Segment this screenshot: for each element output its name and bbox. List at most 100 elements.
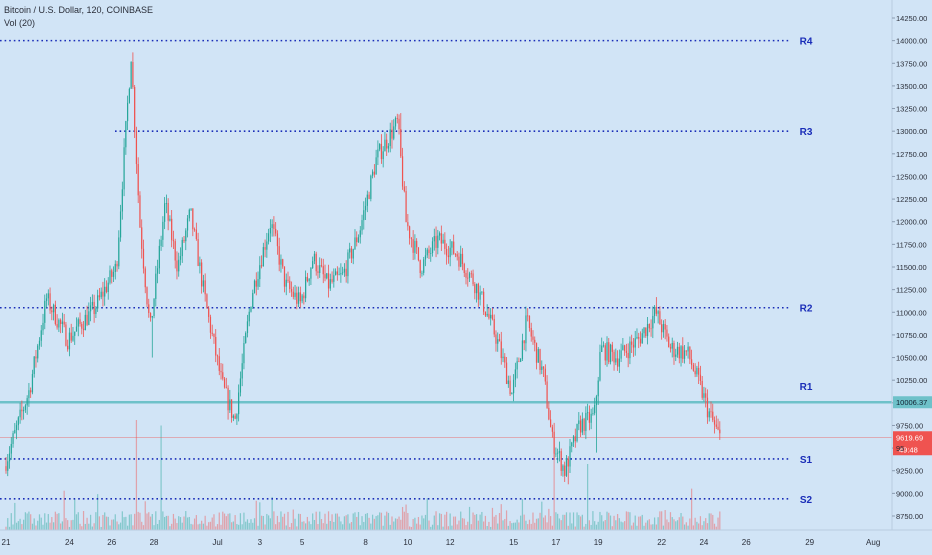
volume-bar	[410, 526, 412, 530]
volume-bar	[162, 511, 164, 530]
volume-bar	[197, 524, 199, 530]
candle-body	[446, 248, 448, 256]
candle-body	[248, 311, 250, 322]
last-price-tag	[893, 431, 932, 456]
volume-bar	[186, 517, 189, 530]
candle-body	[67, 345, 69, 350]
candle-body	[319, 265, 321, 273]
candle-body	[172, 240, 175, 242]
candle-body	[236, 414, 238, 419]
volume-bar	[564, 514, 566, 530]
volume-bar	[602, 521, 605, 530]
candle-body	[26, 398, 28, 406]
volume-bar	[692, 525, 694, 530]
candle-body	[371, 171, 374, 176]
candle-body	[398, 118, 400, 130]
volume-bar	[491, 507, 494, 530]
candle-body	[98, 295, 101, 298]
volume-bar	[271, 496, 273, 530]
volume-bar	[632, 522, 635, 530]
volume-bar	[331, 514, 333, 530]
volume-bar	[682, 516, 684, 530]
candle-body	[151, 315, 153, 318]
candle-body	[146, 287, 148, 305]
candle-body	[72, 335, 74, 341]
candle-body	[440, 233, 442, 244]
pivot-price-tag	[893, 396, 932, 409]
volume-bar	[698, 523, 700, 530]
price-tick-label: 13000.00	[896, 127, 927, 136]
price-axis[interactable]: 8750.009000.009250.009500.009750.0010000…	[891, 0, 932, 550]
candle-body	[148, 304, 150, 313]
volume-bar	[141, 521, 143, 530]
time-axis[interactable]: 21 24 26 28 Jul 3 5 8 10 12 15 17 19 22 24 26 29 Aug	[0, 529, 932, 547]
candle-body	[622, 345, 624, 351]
volume-bar	[431, 524, 434, 530]
candle-body	[77, 319, 79, 327]
volume-bar	[631, 525, 633, 530]
time-tick-label: Jul	[212, 538, 222, 547]
candle-body	[8, 453, 11, 462]
volume-bar	[111, 519, 113, 530]
volume-bar	[624, 521, 626, 530]
candle-body	[275, 228, 277, 234]
volume-bar	[60, 523, 62, 530]
level-label-R4: R4	[800, 37, 813, 48]
volume-bar	[520, 515, 522, 530]
volume-bar	[655, 524, 657, 530]
volume-bar	[278, 522, 280, 530]
volume-bar	[451, 525, 453, 530]
candle-body	[167, 203, 169, 221]
candle-body	[35, 356, 37, 359]
candle-body	[171, 218, 173, 241]
volume-bar	[218, 512, 220, 530]
volume-bar	[512, 522, 515, 530]
candle-body	[706, 397, 709, 418]
volume-bar	[77, 512, 79, 530]
candle-body	[481, 291, 483, 293]
volume-bar	[551, 525, 553, 530]
volume-bar	[588, 520, 591, 530]
candle-body	[128, 88, 130, 103]
volume-bar	[259, 502, 261, 530]
candle-body	[405, 191, 407, 223]
candle-body	[583, 418, 585, 431]
volume-bar	[356, 516, 358, 530]
candle-body	[23, 409, 25, 412]
volume-bar	[264, 524, 266, 530]
volume-bar	[153, 525, 155, 530]
candle-body	[144, 268, 146, 288]
candle-body	[271, 224, 273, 228]
candle-body	[245, 333, 247, 344]
candle-body	[467, 277, 469, 279]
candle-body	[294, 292, 296, 297]
volume-bar	[394, 518, 397, 530]
candle-body	[116, 263, 118, 267]
volume-bar	[312, 513, 314, 530]
volume-bar	[609, 515, 612, 530]
volume-bar	[615, 520, 617, 530]
volume-bar	[102, 514, 104, 530]
candle-body	[141, 227, 143, 249]
candle-body	[273, 224, 275, 229]
candle-body	[708, 411, 710, 418]
volume-bar	[185, 511, 187, 530]
volume-bar	[548, 508, 550, 530]
candle-body	[694, 370, 696, 375]
volume-bar	[294, 518, 296, 530]
candle-body	[528, 315, 531, 328]
volume-bar	[195, 515, 197, 530]
candle-body	[357, 237, 360, 243]
volume-bar	[490, 526, 492, 530]
candle-body	[283, 266, 286, 287]
volume-bar	[320, 519, 323, 530]
volume-bar	[273, 511, 275, 530]
candle-body	[179, 256, 182, 260]
candle-body	[267, 233, 270, 242]
volume-bar	[297, 513, 300, 530]
candle-body	[715, 424, 717, 427]
volume-bar	[560, 520, 562, 530]
candle-body	[646, 323, 649, 337]
